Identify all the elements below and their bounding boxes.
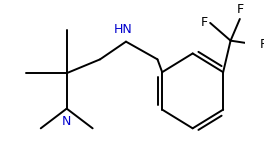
Text: HN: HN [114,23,133,36]
Text: F: F [200,16,208,29]
Text: N: N [62,115,71,128]
Text: F: F [259,38,264,51]
Text: F: F [236,3,243,16]
